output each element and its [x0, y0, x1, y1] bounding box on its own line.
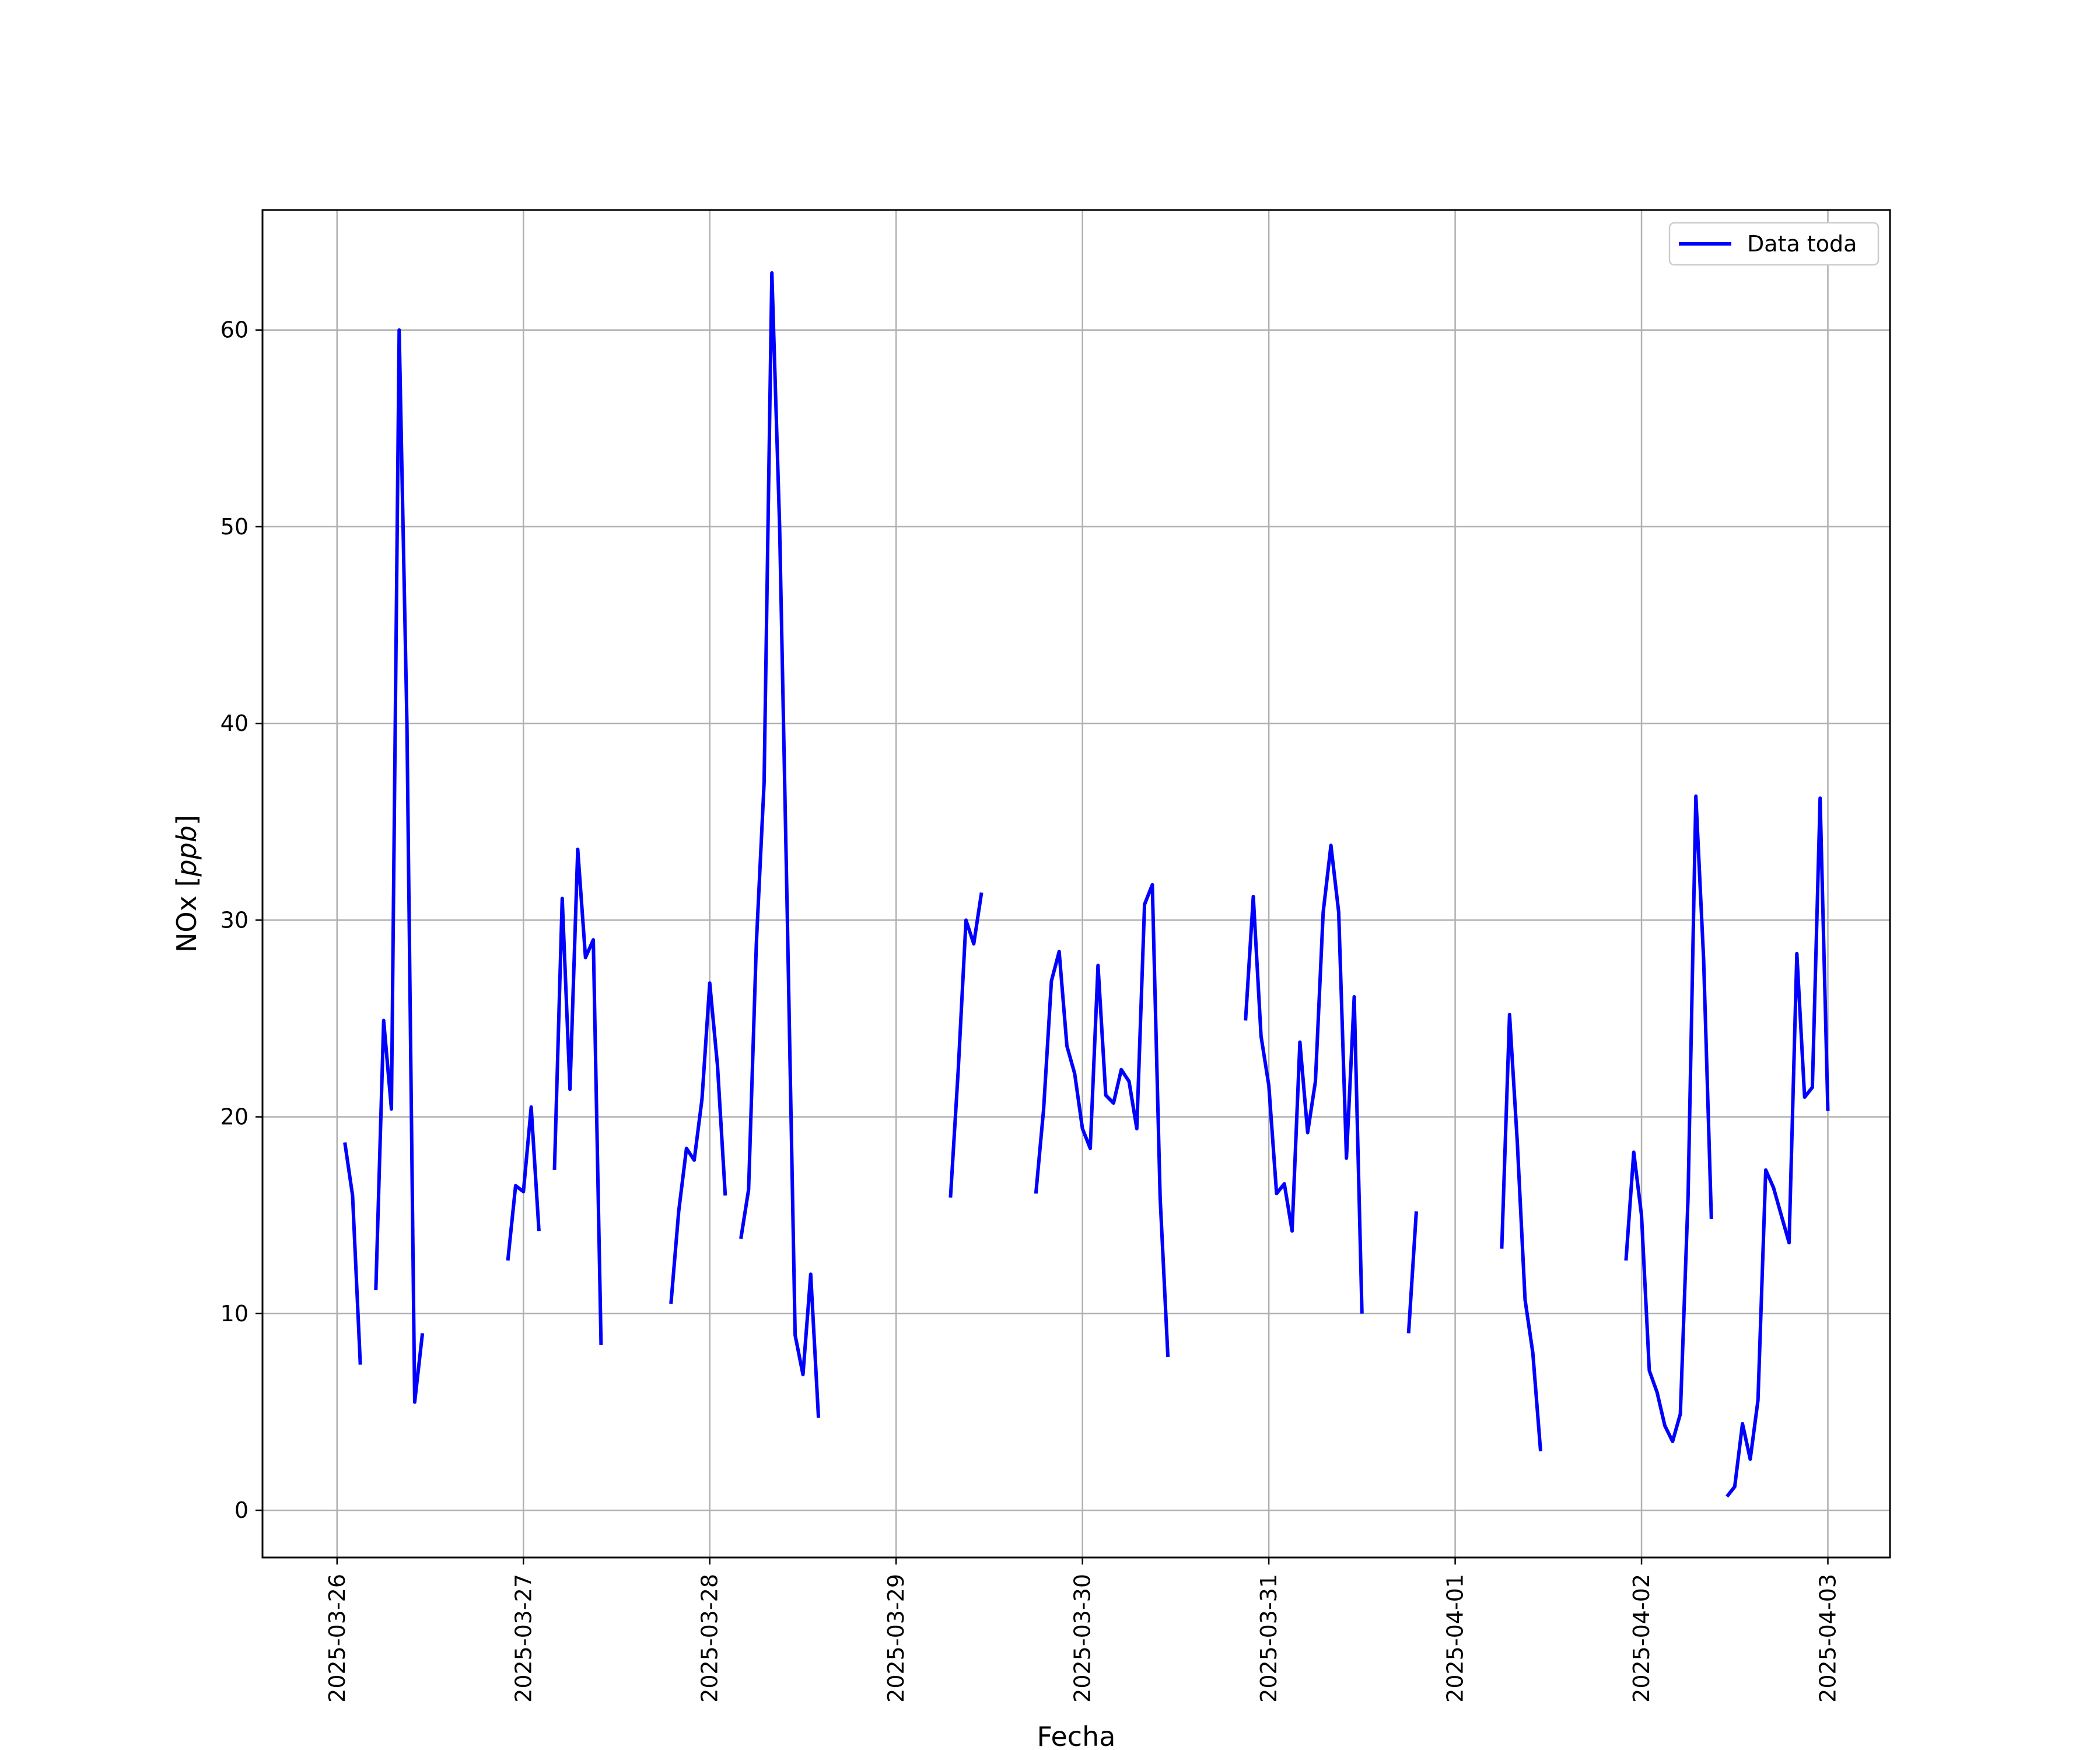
y-tick-label: 0	[235, 1497, 249, 1523]
x-tick-label: 2025-03-29	[883, 1574, 909, 1703]
y-axis-title-unit: ppb	[171, 825, 202, 877]
series-line-segment	[949, 892, 984, 1198]
series-line-segment	[1726, 796, 1830, 1498]
series-line-segment	[374, 328, 425, 1404]
y-axis-title: NOx [ppb]	[171, 815, 202, 953]
x-tick-label: 2025-03-28	[697, 1574, 723, 1703]
series-line-segment	[506, 1105, 541, 1261]
plot-frame	[261, 209, 1891, 1559]
axis-ticks: 2025-03-26 2025-03-27 2025-03-28 2025-03-29…	[220, 317, 1841, 1703]
series-lines	[343, 271, 1830, 1498]
y-tick-label: 40	[220, 710, 249, 736]
legend-label: Data toda	[1747, 231, 1857, 257]
series-line-segment	[1244, 844, 1364, 1314]
y-tick-label: 60	[220, 317, 249, 343]
legend-box	[1668, 222, 1880, 266]
y-axis-title-prefix: NOx [	[171, 877, 202, 953]
series-line-segment	[1034, 883, 1170, 1357]
y-tick-label: 50	[220, 514, 249, 540]
x-tick-label: 2025-04-01	[1443, 1574, 1468, 1703]
y-tick-label: 20	[220, 1104, 249, 1130]
x-tick-label: 2025-03-31	[1256, 1574, 1282, 1703]
series-line-segment	[1406, 1211, 1418, 1334]
x-tick-label: 2025-03-27	[510, 1574, 536, 1703]
plot-area	[262, 210, 1890, 1558]
y-tick-label: 30	[220, 907, 249, 933]
series-line-segment	[669, 981, 727, 1304]
series-line-segment	[552, 848, 603, 1345]
series-line-segment	[343, 1142, 362, 1365]
series-line-segment	[739, 271, 821, 1418]
x-tick-label: 2025-03-30	[1070, 1574, 1096, 1703]
y-axis-title-suffix: ]	[171, 815, 202, 825]
y-tick-label: 10	[220, 1301, 249, 1326]
x-tick-label: 2025-03-26	[324, 1574, 350, 1703]
legend: Data toda	[1668, 222, 1880, 266]
series-line-segment	[1624, 794, 1713, 1443]
x-tick-label: 2025-04-03	[1815, 1574, 1841, 1703]
x-tick-label: 2025-04-02	[1629, 1574, 1654, 1703]
series-line-segment	[1500, 1013, 1542, 1452]
x-axis-title: Fecha	[1037, 1721, 1116, 1750]
grid	[262, 210, 1890, 1558]
